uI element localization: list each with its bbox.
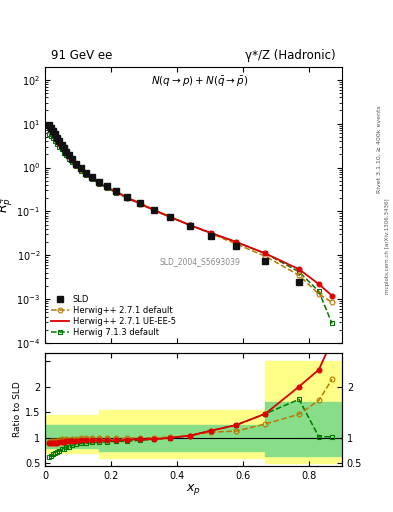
Y-axis label: $R_p^q$: $R_p^q$ — [0, 197, 15, 213]
Text: mcplots.cern.ch [arXiv:1306.3436]: mcplots.cern.ch [arXiv:1306.3436] — [385, 199, 389, 294]
Text: γ*/Z (Hadronic): γ*/Z (Hadronic) — [245, 50, 336, 62]
Text: SLD_2004_S5693039: SLD_2004_S5693039 — [159, 257, 240, 266]
Text: 91 GeV ee: 91 GeV ee — [51, 50, 112, 62]
Text: Rivet 3.1.10, ≥ 400k events: Rivet 3.1.10, ≥ 400k events — [377, 105, 382, 194]
Text: $N(q \rightarrow p)+N(\bar{q} \rightarrow \bar{p})$: $N(q \rightarrow p)+N(\bar{q} \rightarro… — [151, 75, 248, 89]
X-axis label: $x_p$: $x_p$ — [186, 482, 201, 497]
Legend: SLD, Herwig++ 2.7.1 default, Herwig++ 2.7.1 UE-EE-5, Herwig 7.1.3 default: SLD, Herwig++ 2.7.1 default, Herwig++ 2.… — [50, 293, 177, 339]
Y-axis label: Ratio to SLD: Ratio to SLD — [13, 382, 22, 437]
